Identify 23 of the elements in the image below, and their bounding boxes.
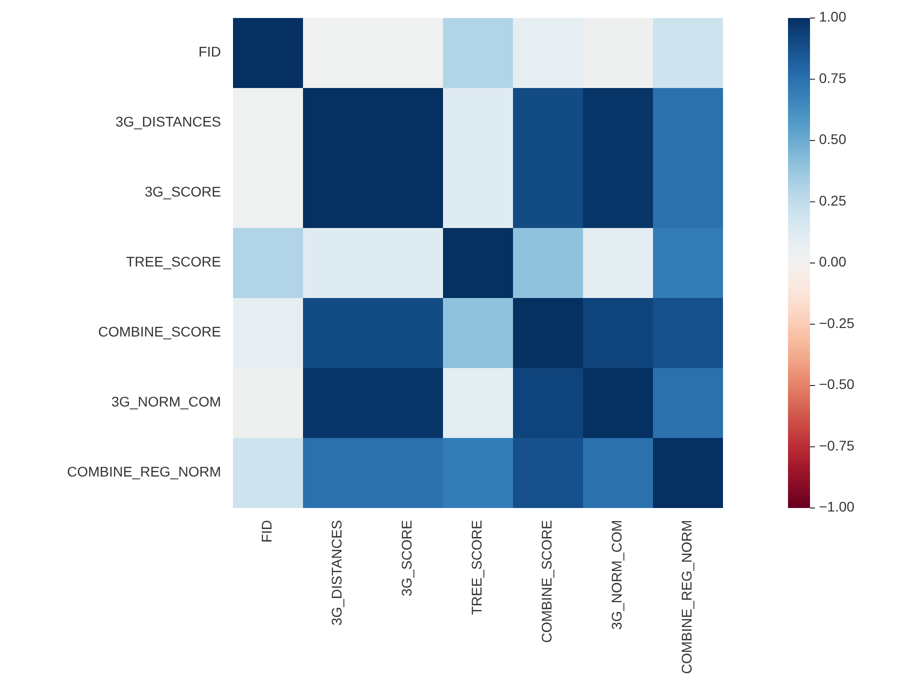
y-tick-label: 3G_SCORE bbox=[144, 184, 221, 200]
color-bar-label: −1.00 bbox=[819, 498, 855, 515]
y-tick-label: COMBINE_REG_NORM bbox=[66, 464, 221, 480]
x-tick-label: COMBINE_SCORE bbox=[538, 520, 555, 643]
x-tick-label: 3G_DISTANCES bbox=[328, 520, 345, 626]
color-bar-label: 0.75 bbox=[819, 70, 846, 86]
color-bar-label: 0.25 bbox=[819, 192, 846, 208]
color-bar-label: 1.00 bbox=[819, 8, 846, 25]
x-tick-label: 3G_NORM_COM bbox=[608, 520, 625, 630]
y-tick-label: FID bbox=[198, 44, 221, 60]
color-bar-label: 0.00 bbox=[819, 254, 846, 270]
y-tick-label: COMBINE_SCORE bbox=[98, 324, 221, 340]
color-bar-label: −0.75 bbox=[819, 437, 855, 454]
x-tick-label: TREE_SCORE bbox=[468, 520, 485, 615]
x-tick-label: COMBINE_REG_NORM bbox=[678, 520, 695, 674]
color-bar-label: −0.50 bbox=[819, 376, 855, 392]
y-tick-label: 3G_NORM_COM bbox=[111, 394, 221, 410]
color-bar-label: −0.25 bbox=[819, 314, 855, 331]
color-bar-label: 0.50 bbox=[819, 131, 846, 148]
y-tick-label: TREE_SCORE bbox=[126, 254, 221, 270]
y-tick-label: 3G_DISTANCES bbox=[115, 114, 221, 130]
x-tick-label: FID bbox=[258, 520, 275, 543]
x-tick-label: 3G_SCORE bbox=[398, 520, 415, 596]
